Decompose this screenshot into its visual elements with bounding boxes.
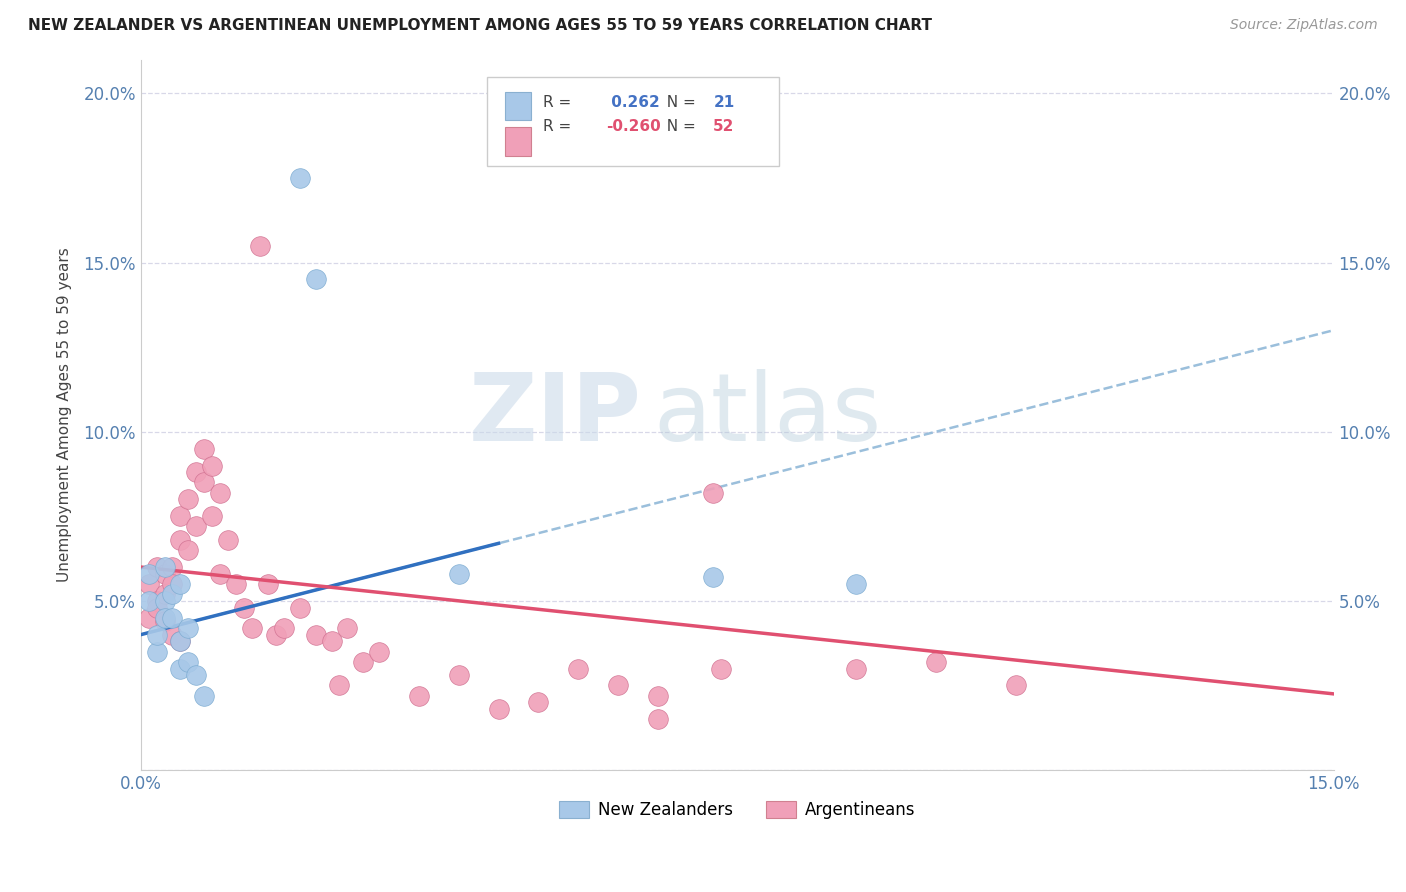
Point [162, 587, 184, 601]
Point [368, 644, 391, 658]
Point [193, 442, 215, 456]
Point [169, 634, 191, 648]
Point [209, 566, 232, 581]
Point [153, 566, 176, 581]
Point [145, 644, 167, 658]
Text: ZIP: ZIP [468, 368, 641, 461]
Point [153, 560, 176, 574]
Text: 21: 21 [713, 95, 734, 110]
Point [352, 655, 374, 669]
Point [177, 492, 200, 507]
Point [567, 661, 589, 675]
Point [177, 655, 200, 669]
Point [264, 628, 287, 642]
Point [710, 661, 733, 675]
Point [845, 577, 868, 591]
Point [153, 594, 176, 608]
Point [162, 577, 184, 591]
FancyBboxPatch shape [505, 92, 530, 120]
Y-axis label: Unemployment Among Ages 55 to 59 years: Unemployment Among Ages 55 to 59 years [58, 247, 72, 582]
Point [925, 655, 948, 669]
Point [647, 689, 669, 703]
Point [304, 272, 326, 286]
Point [153, 611, 176, 625]
Point [153, 614, 176, 628]
Point [162, 560, 184, 574]
Point [138, 611, 160, 625]
Point [336, 621, 359, 635]
Point [527, 695, 550, 709]
Point [408, 689, 430, 703]
Point [240, 621, 263, 635]
Point [702, 485, 724, 500]
Text: atlas: atlas [654, 368, 882, 461]
Point [186, 519, 208, 533]
Point [169, 661, 191, 675]
Point [145, 594, 167, 608]
Point [169, 577, 191, 591]
Point [606, 678, 628, 692]
Text: -0.260: -0.260 [606, 119, 661, 134]
Point [328, 678, 350, 692]
FancyBboxPatch shape [486, 78, 779, 166]
Point [177, 621, 200, 635]
Text: R =: R = [543, 95, 576, 110]
Text: 52: 52 [713, 119, 735, 134]
Point [845, 661, 868, 675]
Point [233, 600, 256, 615]
Point [162, 611, 184, 625]
Point [169, 634, 191, 648]
Point [304, 628, 326, 642]
Text: N =: N = [657, 95, 700, 110]
Point [447, 668, 470, 682]
Point [145, 560, 167, 574]
Point [447, 566, 470, 581]
Point [186, 465, 208, 479]
Point [702, 570, 724, 584]
Point [201, 509, 224, 524]
Point [138, 577, 160, 591]
FancyBboxPatch shape [505, 127, 530, 155]
Point [217, 533, 239, 547]
Point [647, 712, 669, 726]
Point [257, 577, 280, 591]
Point [321, 634, 343, 648]
Point [225, 577, 247, 591]
Point [138, 594, 160, 608]
Point [162, 628, 184, 642]
Point [201, 458, 224, 473]
Point [273, 621, 295, 635]
Text: N =: N = [657, 119, 700, 134]
Text: 0.262: 0.262 [606, 95, 659, 110]
Point [145, 600, 167, 615]
Point [209, 485, 232, 500]
Point [177, 543, 200, 558]
Point [145, 628, 167, 642]
Point [488, 702, 510, 716]
Point [288, 171, 311, 186]
Point [153, 587, 176, 601]
Point [249, 238, 271, 252]
Text: Source: ZipAtlas.com: Source: ZipAtlas.com [1230, 18, 1378, 32]
Point [169, 509, 191, 524]
Point [169, 533, 191, 547]
Point [193, 689, 215, 703]
Point [288, 600, 311, 615]
Legend: New Zealanders, Argentineans: New Zealanders, Argentineans [553, 794, 921, 826]
Point [186, 668, 208, 682]
Text: NEW ZEALANDER VS ARGENTINEAN UNEMPLOYMENT AMONG AGES 55 TO 59 YEARS CORRELATION : NEW ZEALANDER VS ARGENTINEAN UNEMPLOYMEN… [28, 18, 932, 33]
Point [138, 566, 160, 581]
Point [1004, 678, 1026, 692]
Text: R =: R = [543, 119, 576, 134]
Point [193, 475, 215, 490]
